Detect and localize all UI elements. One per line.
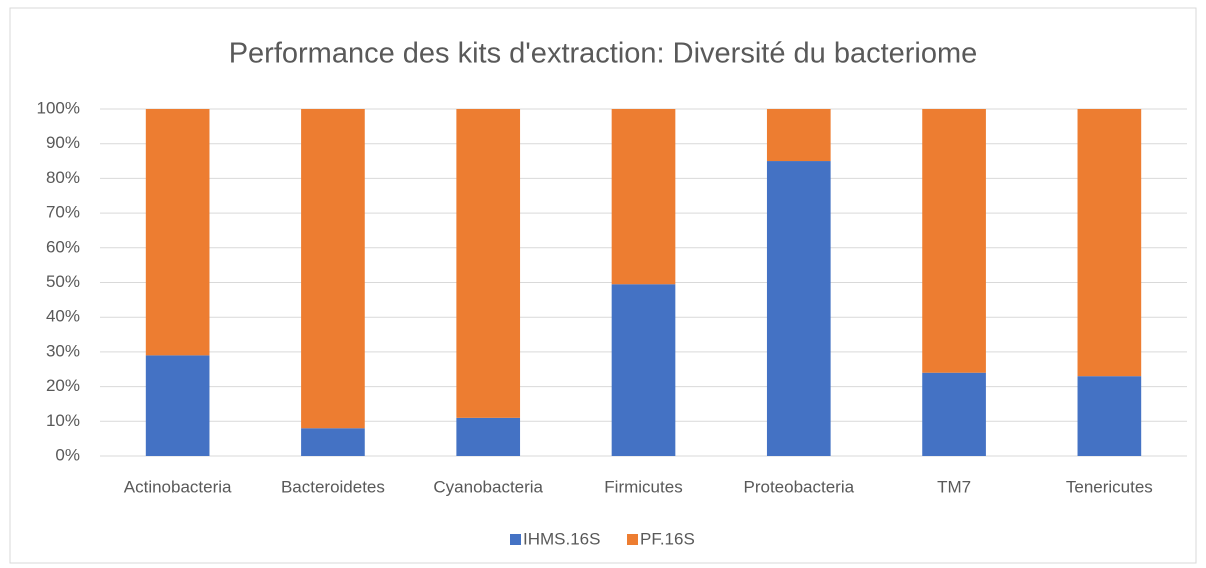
bar-segment [1077, 376, 1142, 456]
bar-segment [456, 417, 521, 456]
y-tick-label: 40% [46, 307, 80, 326]
x-tick-label: TM7 [937, 477, 971, 496]
bar-segment [301, 428, 365, 456]
bar-segment [1077, 109, 1142, 377]
y-tick-label: 10% [46, 411, 80, 430]
bar-segment [611, 109, 676, 285]
y-tick-label: 90% [46, 133, 80, 152]
legend-label: IHMS.16S [523, 529, 600, 548]
y-tick-label: 20% [46, 376, 80, 395]
x-tick-label: Bacteroidetes [281, 477, 385, 496]
legend-swatch [627, 534, 638, 545]
x-tick-label: Tenericutes [1066, 477, 1153, 496]
bar-segment [301, 109, 365, 429]
bar-segment [611, 284, 676, 456]
legend-label: PF.16S [640, 529, 695, 548]
x-tick-label: Cyanobacteria [433, 477, 543, 496]
y-tick-label: 50% [46, 272, 80, 291]
bar-segment [145, 355, 210, 456]
y-tick-label: 70% [46, 203, 80, 222]
bar-segment [145, 109, 210, 356]
y-tick-label: 100% [37, 98, 80, 117]
x-tick-label: Firmicutes [604, 477, 682, 496]
y-tick-label: 80% [46, 168, 80, 187]
bar-segment [922, 109, 986, 373]
bar-segment [922, 372, 986, 456]
bar-segment [766, 109, 831, 162]
y-tick-label: 0% [55, 445, 80, 464]
x-tick-label: Proteobacteria [743, 477, 854, 496]
legend-swatch [510, 534, 521, 545]
y-tick-label: 30% [46, 341, 80, 360]
chart-title: Performance des kits d'extraction: Diver… [229, 38, 978, 70]
bar-segment [456, 109, 521, 418]
bar-segment [766, 161, 831, 457]
x-tick-label: Actinobacteria [124, 477, 232, 496]
y-tick-label: 60% [46, 237, 80, 256]
